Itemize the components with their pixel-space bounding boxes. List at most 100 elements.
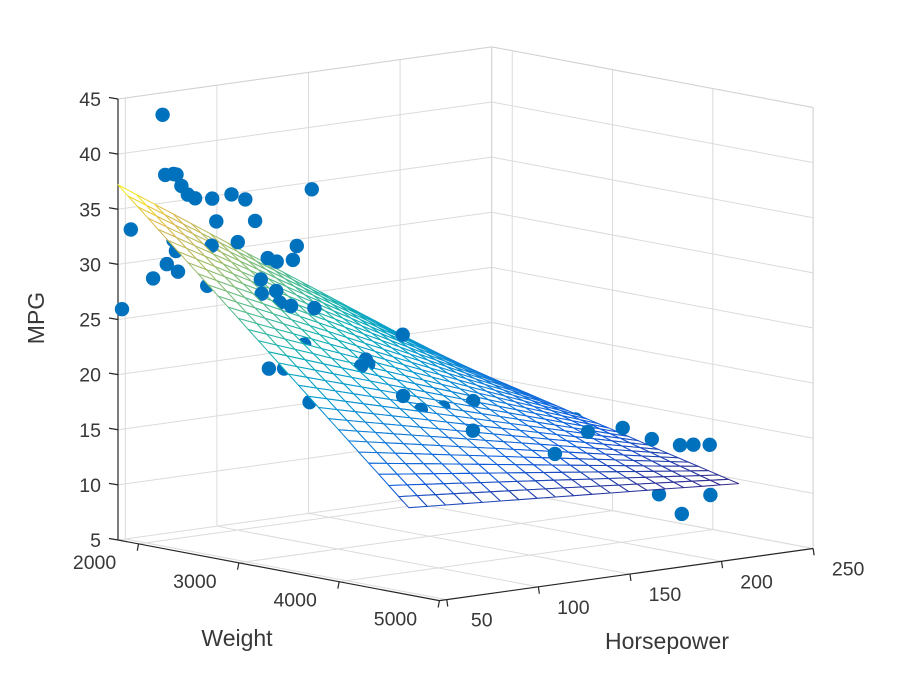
- z-tick-mark: [108, 317, 119, 321]
- scatter-point: [238, 192, 253, 207]
- scatter-point: [395, 388, 411, 404]
- x-gridline-floor: [238, 510, 613, 564]
- z-tick-mark: [108, 427, 119, 431]
- scatter-point: [285, 252, 301, 268]
- y-axis-label: Horsepower: [605, 628, 729, 654]
- axis-rulers: 5 10 15 20 25 30 35 40 45 2000 3000 4000 5000 50 100 15…: [73, 89, 865, 632]
- scatter-point: [644, 431, 659, 447]
- z-tick-mark: [108, 152, 119, 155]
- z-gridline-right-wall: [491, 101, 814, 164]
- scatter-point: [283, 298, 299, 314]
- y-tick-mark: [629, 573, 632, 582]
- x-tick-label: 4000: [273, 590, 317, 612]
- y-tick-label: 100: [557, 597, 590, 619]
- scatter-point: [253, 272, 268, 287]
- z-tick-mark: [108, 372, 119, 376]
- scatter-point: [672, 438, 688, 453]
- y-tick-label: 250: [832, 558, 865, 580]
- scatter-point: [269, 254, 284, 269]
- x-axis-label: Weight: [201, 625, 273, 651]
- y-tick-label: 50: [471, 610, 493, 632]
- scatter-point: [674, 506, 689, 522]
- scatter-point: [170, 264, 186, 279]
- y-tick-mark: [812, 548, 815, 556]
- scatter-point: [114, 302, 130, 317]
- scatter-point: [123, 222, 138, 237]
- z-gridline-left-wall: [117, 156, 492, 210]
- scatter-point: [224, 187, 239, 202]
- scatter-point: [465, 423, 481, 438]
- scatter-point: [230, 234, 245, 250]
- scene: [114, 107, 740, 522]
- scatter-point: [159, 256, 174, 272]
- z-tick-label: 45: [79, 89, 101, 111]
- scatter-point: [145, 271, 161, 286]
- z-tick-mark: [108, 262, 119, 265]
- scatter-point: [205, 191, 220, 206]
- scatter-point: [155, 107, 170, 123]
- y-gridline-floor: [308, 512, 631, 575]
- scatter-point: [261, 361, 277, 376]
- z-tick-mark: [108, 96, 119, 100]
- z-axis-label: MPG: [23, 292, 49, 344]
- y-gridline-floor: [400, 500, 722, 562]
- scatter-point: [651, 487, 667, 502]
- scatter-point: [289, 238, 304, 254]
- z-gridline-right-wall: [491, 266, 814, 329]
- z-tick-label: 35: [79, 199, 101, 221]
- z-gridline-right-wall: [491, 156, 814, 219]
- y-tick-mark: [537, 586, 540, 594]
- z-tick-label: 30: [79, 254, 101, 276]
- z-tick-label: 5: [90, 530, 101, 552]
- z-tick-label: 20: [79, 365, 101, 387]
- scatter-point: [307, 300, 322, 316]
- mesh-surface-cell: [117, 184, 147, 206]
- x-axis-ruler: [117, 539, 440, 602]
- x-gridline-floor: [339, 529, 713, 583]
- scatter-point: [304, 182, 319, 197]
- y-tick-label: 150: [649, 584, 682, 606]
- x-tick-label: 3000: [173, 571, 217, 593]
- scatter-point: [209, 214, 224, 229]
- y-gridline-floor: [216, 525, 539, 588]
- z-gridline-right-wall: [491, 321, 814, 384]
- z-gridline-right-wall: [491, 211, 814, 274]
- z-tick-mark: [108, 207, 119, 210]
- x-tick-mark: [437, 600, 441, 608]
- scatter-point: [686, 437, 701, 452]
- y-gridline-floor: [125, 538, 447, 601]
- x-tick-label: 5000: [374, 609, 418, 631]
- scatter-point: [615, 420, 630, 436]
- scatter-point: [702, 437, 717, 452]
- z-tick-label: 40: [79, 144, 101, 166]
- scatter-point: [254, 286, 269, 301]
- scatter-point: [547, 446, 563, 462]
- scatter-point: [703, 487, 718, 503]
- y-tick-label: 200: [740, 571, 773, 593]
- y-tick-mark: [446, 599, 449, 607]
- x-tick-label: 2000: [73, 552, 117, 574]
- scatter-point: [174, 178, 189, 194]
- scatter-point: [269, 283, 284, 299]
- y-axis-ruler: [439, 547, 814, 602]
- scatter-point: [187, 191, 203, 206]
- scatter-point: [395, 327, 410, 342]
- x-tick-mark: [136, 543, 140, 551]
- z-tick-label: 15: [79, 420, 101, 442]
- scatter-point: [580, 424, 596, 439]
- mesh-surface-cell: [398, 495, 428, 509]
- z-gridline-left-wall: [117, 101, 492, 155]
- z-gridline-right-wall: [491, 377, 814, 439]
- z-tick-label: 10: [79, 475, 101, 497]
- scatter-point: [169, 167, 184, 182]
- wall-edge: [117, 46, 492, 100]
- y-tick-mark: [720, 561, 724, 569]
- z-tick-label: 25: [79, 310, 101, 332]
- scatter-point: [158, 167, 173, 183]
- x-tick-mark: [337, 581, 340, 589]
- z-tick-mark: [108, 482, 119, 486]
- plot-render-root: 5 10 15 20 25 30 35 40 45 2000 3000 4000 5000 50 100 15…: [73, 46, 865, 632]
- x-tick-mark: [236, 562, 240, 570]
